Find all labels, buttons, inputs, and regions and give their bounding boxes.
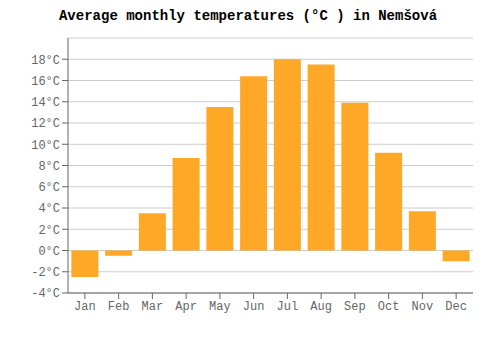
svg-text:16°C: 16°C <box>31 75 60 89</box>
svg-text:Jan: Jan <box>74 300 96 314</box>
svg-text:6°C: 6°C <box>38 181 60 195</box>
svg-text:May: May <box>209 300 231 314</box>
svg-text:Apr: Apr <box>175 300 197 314</box>
svg-text:Mar: Mar <box>142 300 164 314</box>
svg-text:8°C: 8°C <box>38 160 60 174</box>
svg-text:0°C: 0°C <box>38 245 60 259</box>
svg-text:-4°C: -4°C <box>31 287 60 301</box>
svg-text:14°C: 14°C <box>31 96 60 110</box>
svg-text:2°C: 2°C <box>38 224 60 238</box>
svg-text:Jun: Jun <box>243 300 265 314</box>
html-text:Average monthly temperatures (: Average monthly temperatures (°C ) in Ne… <box>59 8 437 24</box>
svg-text:4°C: 4°C <box>38 202 60 216</box>
svg-text:12°C: 12°C <box>31 117 60 131</box>
svg-text:Feb: Feb <box>108 300 130 314</box>
svg-text:Jul: Jul <box>277 300 299 314</box>
svg-text:Dec: Dec <box>445 300 467 314</box>
svg-text:-2°C: -2°C <box>31 266 60 280</box>
svg-text:Nov: Nov <box>412 300 434 314</box>
svg-text:10°C: 10°C <box>31 139 60 153</box>
svg-text:18°C: 18°C <box>31 54 60 68</box>
svg-text:Sep: Sep <box>344 300 366 314</box>
svg-text:Oct: Oct <box>378 300 400 314</box>
svg-text:Aug: Aug <box>310 300 332 314</box>
